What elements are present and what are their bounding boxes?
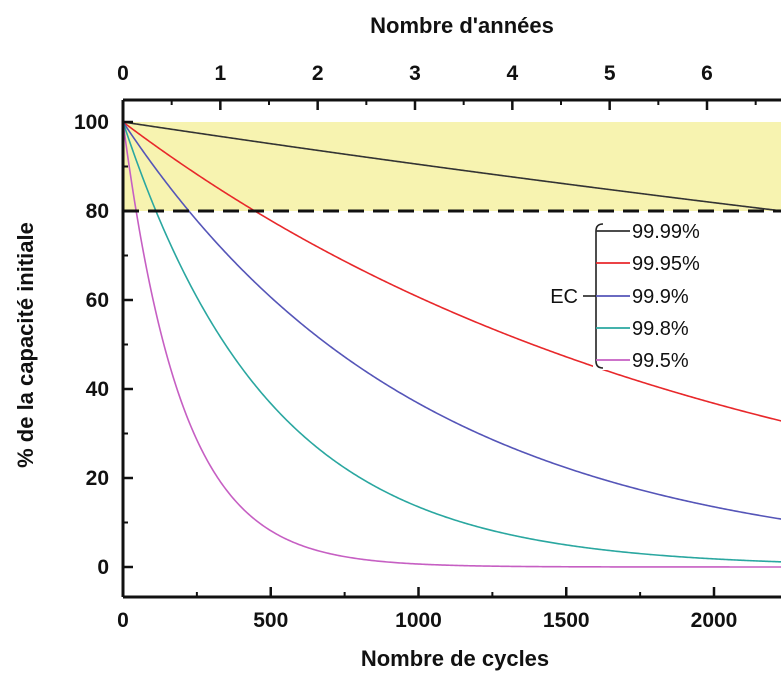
y-tick-label-1: 20 [86, 467, 109, 490]
legend-label-2: 99.9% [632, 286, 689, 308]
legend-label-3: 99.8% [632, 318, 689, 340]
y-tick-label-3: 60 [86, 289, 109, 312]
highlight-band [123, 122, 781, 211]
x2-tick-label-4: 4 [506, 62, 518, 85]
x-tick-label-4: 2000 [691, 609, 738, 632]
legend-group-label: EC [550, 286, 578, 308]
x2-tick-label-0: 0 [117, 62, 129, 85]
series-line-2 [123, 121, 781, 520]
legend-box [593, 218, 781, 370]
series-line-0 [123, 121, 781, 212]
series-line-1 [123, 121, 781, 422]
y-axis-title: % de la capacité initiale [13, 222, 38, 468]
x2-tick-label-5: 5 [604, 62, 616, 85]
x2-tick-label-3: 3 [409, 62, 421, 85]
x2-tick-label-2: 2 [312, 62, 324, 85]
legend-label-0: 99.99% [632, 221, 700, 243]
x-tick-label-2: 1000 [395, 609, 442, 632]
series-line-3 [123, 121, 781, 563]
legend-label-1: 99.95% [632, 253, 700, 275]
x2-tick-label-6: 6 [701, 62, 713, 85]
x-tick-label-0: 0 [117, 609, 129, 632]
x-tick-label-3: 1500 [543, 609, 590, 632]
x2-axis-title: Nombre d'années [370, 13, 554, 38]
y-tick-label-4: 80 [86, 200, 109, 223]
series-line-4 [123, 121, 781, 568]
y-tick-label-0: 0 [97, 556, 109, 579]
x2-tick-label-1: 1 [214, 62, 226, 85]
y-tick-label-5: 100 [74, 111, 109, 134]
y-tick-label-2: 40 [86, 378, 109, 401]
legend-label-4: 99.5% [632, 350, 689, 372]
x-axis-title: Nombre de cycles [361, 646, 549, 671]
x-tick-label-1: 500 [253, 609, 288, 632]
